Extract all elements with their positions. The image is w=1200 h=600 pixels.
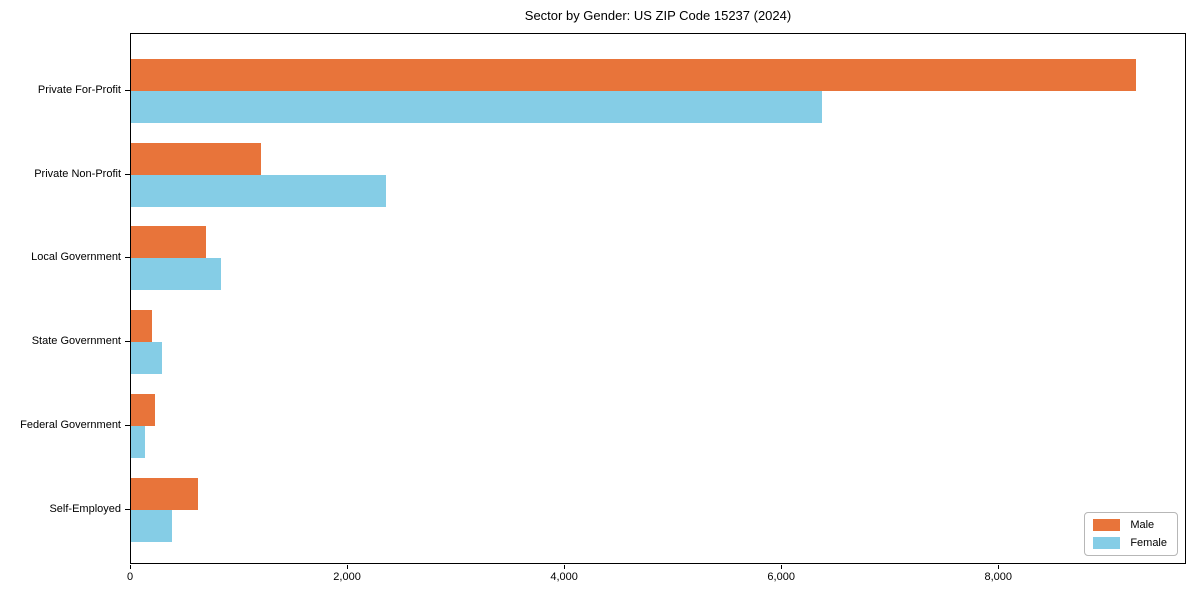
y-tick-mark	[125, 508, 130, 510]
x-tick-label: 4,000	[550, 571, 578, 583]
legend-swatch-male	[1093, 519, 1121, 531]
x-tick-label: 6,000	[767, 571, 795, 583]
y-category-label: Federal Government	[20, 418, 121, 431]
plot-area: Male Female	[130, 33, 1186, 564]
legend-label-female: Female	[1130, 537, 1167, 549]
bar-male-4	[131, 393, 155, 426]
legend-label-male: Male	[1130, 519, 1155, 531]
bar-male-2	[131, 226, 206, 259]
bar-female-2	[131, 258, 222, 291]
bar-female-3	[131, 342, 162, 375]
bar-female-1	[131, 174, 386, 207]
bar-male-3	[131, 310, 153, 343]
y-category-label: State Government	[31, 335, 121, 348]
x-tick-mark	[563, 565, 565, 569]
bar-female-5	[131, 509, 173, 542]
bar-female-0	[131, 91, 823, 123]
bar-male-0	[131, 59, 1136, 91]
legend-swatch-female	[1093, 537, 1121, 549]
legend-item-female: Female	[1093, 537, 1167, 549]
y-tick-mark	[125, 90, 130, 91]
bar-male-1	[131, 142, 262, 175]
y-tick-mark	[125, 173, 130, 175]
x-tick-mark	[997, 565, 999, 569]
chart-title: Sector by Gender: US ZIP Code 15237 (202…	[524, 8, 792, 23]
legend: Male Female	[1084, 512, 1178, 556]
y-category-label: Local Government	[31, 251, 121, 264]
x-tick-mark	[129, 565, 131, 569]
y-tick-mark	[125, 257, 130, 259]
y-category-label: Self-Employed	[49, 502, 121, 515]
legend-item-male: Male	[1093, 519, 1167, 531]
x-tick-mark	[780, 565, 782, 569]
bar-male-5	[131, 477, 199, 510]
x-tick-label: 0	[126, 571, 134, 583]
y-tick-mark	[125, 341, 130, 343]
x-tick-mark	[346, 565, 348, 569]
y-category-label: Private For-Profit	[37, 84, 121, 96]
y-category-label: Private Non-Profit	[34, 167, 121, 180]
x-tick-label: 8,000	[984, 571, 1012, 583]
x-tick-label: 2,000	[333, 571, 361, 583]
y-tick-mark	[125, 424, 130, 426]
bar-female-4	[131, 425, 146, 458]
